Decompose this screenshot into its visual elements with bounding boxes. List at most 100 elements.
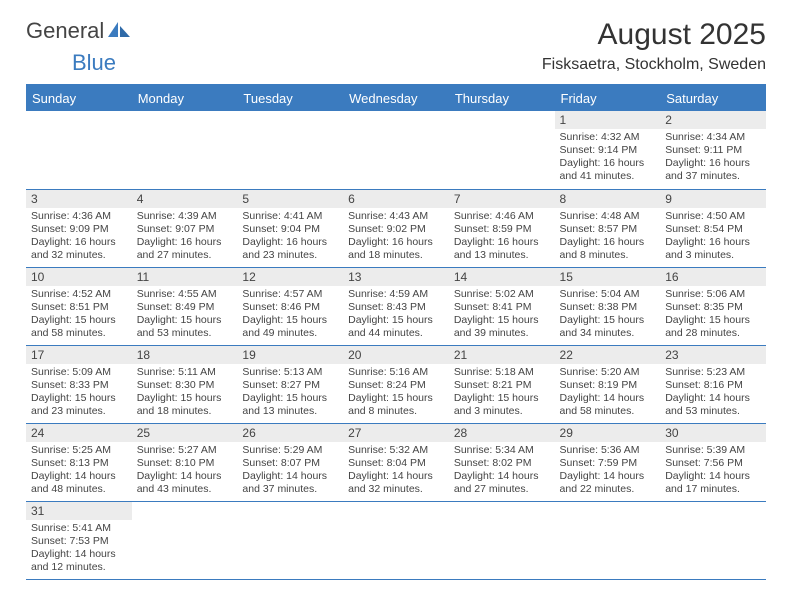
calendar-row: 3Sunrise: 4:36 AMSunset: 9:09 PMDaylight… xyxy=(26,189,766,267)
calendar-cell: 21Sunrise: 5:18 AMSunset: 8:21 PMDayligh… xyxy=(449,345,555,423)
day-details: Sunrise: 4:34 AMSunset: 9:11 PMDaylight:… xyxy=(660,129,766,187)
logo: General xyxy=(26,18,132,44)
day-details: Sunrise: 4:55 AMSunset: 8:49 PMDaylight:… xyxy=(132,286,238,344)
calendar-cell: 11Sunrise: 4:55 AMSunset: 8:49 PMDayligh… xyxy=(132,267,238,345)
calendar-cell: 18Sunrise: 5:11 AMSunset: 8:30 PMDayligh… xyxy=(132,345,238,423)
calendar-cell: 24Sunrise: 5:25 AMSunset: 8:13 PMDayligh… xyxy=(26,423,132,501)
day-details: Sunrise: 4:43 AMSunset: 9:02 PMDaylight:… xyxy=(343,208,449,266)
day-details: Sunrise: 5:41 AMSunset: 7:53 PMDaylight:… xyxy=(26,520,132,578)
calendar-cell: 30Sunrise: 5:39 AMSunset: 7:56 PMDayligh… xyxy=(660,423,766,501)
title-block: August 2025 Fisksaetra, Stockholm, Swede… xyxy=(542,18,766,74)
day-number: 11 xyxy=(132,268,238,286)
day-details: Sunrise: 5:16 AMSunset: 8:24 PMDaylight:… xyxy=(343,364,449,422)
day-number: 18 xyxy=(132,346,238,364)
day-number: 3 xyxy=(26,190,132,208)
day-number: 28 xyxy=(449,424,555,442)
day-number: 23 xyxy=(660,346,766,364)
logo-sail-icon xyxy=(108,22,130,40)
weekday-header: Friday xyxy=(555,86,661,111)
day-details: Sunrise: 4:39 AMSunset: 9:07 PMDaylight:… xyxy=(132,208,238,266)
day-number: 25 xyxy=(132,424,238,442)
day-number: 17 xyxy=(26,346,132,364)
day-number: 16 xyxy=(660,268,766,286)
day-number: 10 xyxy=(26,268,132,286)
calendar-cell: 29Sunrise: 5:36 AMSunset: 7:59 PMDayligh… xyxy=(555,423,661,501)
day-details: Sunrise: 5:27 AMSunset: 8:10 PMDaylight:… xyxy=(132,442,238,500)
calendar-cell: 8Sunrise: 4:48 AMSunset: 8:57 PMDaylight… xyxy=(555,189,661,267)
day-details: Sunrise: 4:59 AMSunset: 8:43 PMDaylight:… xyxy=(343,286,449,344)
day-details: Sunrise: 5:06 AMSunset: 8:35 PMDaylight:… xyxy=(660,286,766,344)
calendar-cell xyxy=(343,111,449,189)
calendar-cell xyxy=(26,111,132,189)
calendar-cell: 20Sunrise: 5:16 AMSunset: 8:24 PMDayligh… xyxy=(343,345,449,423)
day-number: 4 xyxy=(132,190,238,208)
calendar-cell: 22Sunrise: 5:20 AMSunset: 8:19 PMDayligh… xyxy=(555,345,661,423)
calendar-cell xyxy=(343,501,449,579)
calendar-cell xyxy=(237,111,343,189)
day-details: Sunrise: 5:09 AMSunset: 8:33 PMDaylight:… xyxy=(26,364,132,422)
logo-text-general: General xyxy=(26,18,104,44)
day-number: 7 xyxy=(449,190,555,208)
weekday-header: Saturday xyxy=(660,86,766,111)
day-number: 29 xyxy=(555,424,661,442)
day-details: Sunrise: 5:13 AMSunset: 8:27 PMDaylight:… xyxy=(237,364,343,422)
calendar-row: 24Sunrise: 5:25 AMSunset: 8:13 PMDayligh… xyxy=(26,423,766,501)
day-details: Sunrise: 5:02 AMSunset: 8:41 PMDaylight:… xyxy=(449,286,555,344)
calendar-cell: 1Sunrise: 4:32 AMSunset: 9:14 PMDaylight… xyxy=(555,111,661,189)
calendar-cell xyxy=(132,111,238,189)
calendar-cell: 27Sunrise: 5:32 AMSunset: 8:04 PMDayligh… xyxy=(343,423,449,501)
calendar-cell xyxy=(449,501,555,579)
calendar-row: 1Sunrise: 4:32 AMSunset: 9:14 PMDaylight… xyxy=(26,111,766,189)
weekday-header: Sunday xyxy=(26,86,132,111)
calendar-row: 31Sunrise: 5:41 AMSunset: 7:53 PMDayligh… xyxy=(26,501,766,579)
day-details: Sunrise: 5:04 AMSunset: 8:38 PMDaylight:… xyxy=(555,286,661,344)
weekday-header: Monday xyxy=(132,86,238,111)
day-details: Sunrise: 5:36 AMSunset: 7:59 PMDaylight:… xyxy=(555,442,661,500)
calendar-cell: 10Sunrise: 4:52 AMSunset: 8:51 PMDayligh… xyxy=(26,267,132,345)
weekday-header: Tuesday xyxy=(237,86,343,111)
day-number: 8 xyxy=(555,190,661,208)
calendar-cell: 5Sunrise: 4:41 AMSunset: 9:04 PMDaylight… xyxy=(237,189,343,267)
day-details: Sunrise: 5:32 AMSunset: 8:04 PMDaylight:… xyxy=(343,442,449,500)
calendar-cell: 23Sunrise: 5:23 AMSunset: 8:16 PMDayligh… xyxy=(660,345,766,423)
day-number: 6 xyxy=(343,190,449,208)
calendar-cell: 28Sunrise: 5:34 AMSunset: 8:02 PMDayligh… xyxy=(449,423,555,501)
day-details: Sunrise: 4:57 AMSunset: 8:46 PMDaylight:… xyxy=(237,286,343,344)
calendar-cell: 6Sunrise: 4:43 AMSunset: 9:02 PMDaylight… xyxy=(343,189,449,267)
calendar-cell: 12Sunrise: 4:57 AMSunset: 8:46 PMDayligh… xyxy=(237,267,343,345)
day-details: Sunrise: 5:29 AMSunset: 8:07 PMDaylight:… xyxy=(237,442,343,500)
day-number: 5 xyxy=(237,190,343,208)
day-number: 15 xyxy=(555,268,661,286)
day-number: 24 xyxy=(26,424,132,442)
day-number: 9 xyxy=(660,190,766,208)
calendar-cell xyxy=(449,111,555,189)
calendar-row: 10Sunrise: 4:52 AMSunset: 8:51 PMDayligh… xyxy=(26,267,766,345)
day-number: 14 xyxy=(449,268,555,286)
day-details: Sunrise: 5:39 AMSunset: 7:56 PMDaylight:… xyxy=(660,442,766,500)
day-number: 21 xyxy=(449,346,555,364)
location: Fisksaetra, Stockholm, Sweden xyxy=(542,56,766,74)
calendar-cell: 7Sunrise: 4:46 AMSunset: 8:59 PMDaylight… xyxy=(449,189,555,267)
calendar-cell xyxy=(132,501,238,579)
day-details: Sunrise: 5:23 AMSunset: 8:16 PMDaylight:… xyxy=(660,364,766,422)
logo-text-blue: Blue xyxy=(72,50,116,76)
day-details: Sunrise: 5:11 AMSunset: 8:30 PMDaylight:… xyxy=(132,364,238,422)
calendar-cell: 26Sunrise: 5:29 AMSunset: 8:07 PMDayligh… xyxy=(237,423,343,501)
day-details: Sunrise: 5:25 AMSunset: 8:13 PMDaylight:… xyxy=(26,442,132,500)
day-number: 31 xyxy=(26,502,132,520)
weekday-header: Wednesday xyxy=(343,86,449,111)
calendar-table: Sunday Monday Tuesday Wednesday Thursday… xyxy=(26,86,766,580)
day-number: 1 xyxy=(555,111,661,129)
calendar-cell: 3Sunrise: 4:36 AMSunset: 9:09 PMDaylight… xyxy=(26,189,132,267)
calendar-cell: 2Sunrise: 4:34 AMSunset: 9:11 PMDaylight… xyxy=(660,111,766,189)
calendar-cell: 9Sunrise: 4:50 AMSunset: 8:54 PMDaylight… xyxy=(660,189,766,267)
day-number: 2 xyxy=(660,111,766,129)
weekday-header: Thursday xyxy=(449,86,555,111)
calendar-row: 17Sunrise: 5:09 AMSunset: 8:33 PMDayligh… xyxy=(26,345,766,423)
day-number: 13 xyxy=(343,268,449,286)
day-number: 20 xyxy=(343,346,449,364)
calendar-cell: 25Sunrise: 5:27 AMSunset: 8:10 PMDayligh… xyxy=(132,423,238,501)
day-details: Sunrise: 4:32 AMSunset: 9:14 PMDaylight:… xyxy=(555,129,661,187)
day-details: Sunrise: 5:34 AMSunset: 8:02 PMDaylight:… xyxy=(449,442,555,500)
day-number: 27 xyxy=(343,424,449,442)
